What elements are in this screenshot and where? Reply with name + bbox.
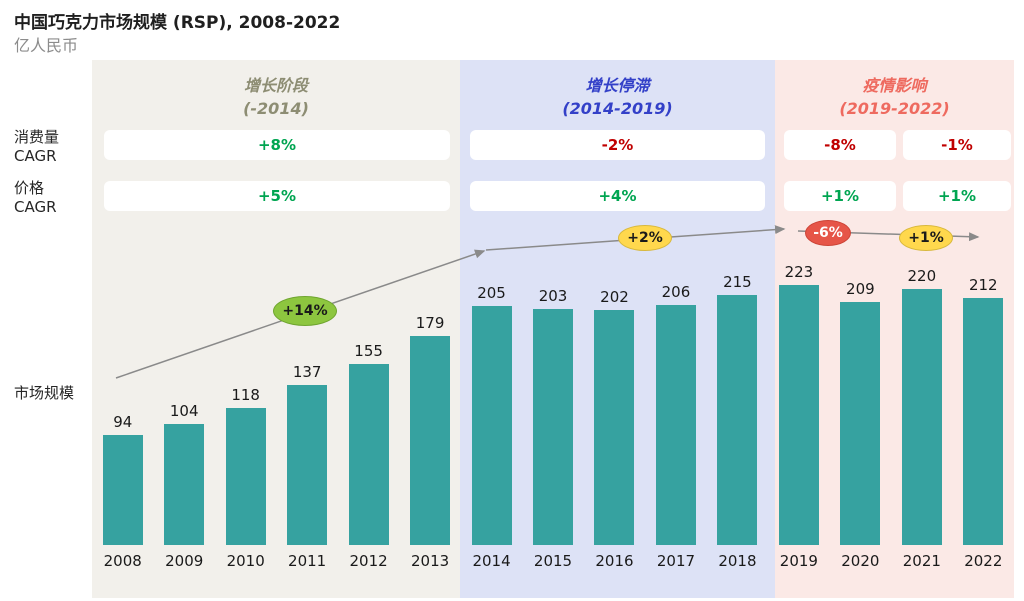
row-label-price-cagr: 价格 CAGR (14, 179, 57, 217)
bar-2015 (533, 309, 574, 545)
bar-column-2014: 205 (461, 284, 522, 545)
phase-head-growth: 增长阶段 (-2014) (92, 74, 460, 120)
trend-badge-1: +14% (273, 296, 337, 326)
x-tick-2021: 2021 (902, 552, 941, 570)
bar-2021 (901, 289, 942, 545)
cagr-value-consumption-1: +8% (104, 130, 450, 160)
bar-2019 (778, 285, 819, 545)
phase-head-pandemic: 疫情影响 (2019-2022) (775, 74, 1014, 120)
bar-value-2022: 212 (968, 276, 998, 294)
bar-2022 (963, 298, 1004, 545)
x-tick-2020: 2020 (841, 552, 880, 570)
x-tick-2018: 2018 (718, 552, 757, 570)
bar-value-2016: 202 (600, 288, 629, 306)
bar-column-2011: 137 (276, 363, 337, 545)
bar-2018 (717, 295, 758, 545)
bar-value-2009: 104 (169, 402, 199, 420)
bar-2010 (225, 408, 266, 545)
x-tick-2014: 2014 (472, 552, 511, 570)
x-tick-2013: 2013 (410, 552, 450, 570)
cagr-value-price-4: +1% (903, 181, 1011, 211)
trend-badge-4: +1% (899, 225, 953, 251)
x-tick-2011: 2011 (288, 552, 327, 570)
bar-column-2022: 212 (953, 276, 1014, 545)
x-tick-2015: 2015 (533, 552, 573, 570)
trend-badge-2: +2% (618, 225, 672, 251)
phase-growth-range: (-2014) (243, 99, 309, 118)
bar-column-2013: 179 (399, 314, 460, 545)
bar-value-2015: 203 (538, 287, 568, 305)
bar-value-2021: 220 (907, 267, 937, 285)
phase-growth-name: 增长阶段 (243, 76, 308, 95)
x-tick-2022: 2022 (964, 552, 1003, 570)
bars-area: 94 104 118 137 155 179 205 203 202 206 215 223 209 22… (92, 263, 1014, 545)
trend-badge-3: -6% (805, 220, 851, 246)
bar-column-2021: 220 (891, 267, 952, 545)
cagr-value-consumption-3: -8% (784, 130, 896, 160)
cagr-value-consumption-4: -1% (903, 130, 1011, 160)
chart-title: 中国巧克力市场规模 (RSP), 2008-2022 (14, 13, 341, 33)
x-tick-2016: 2016 (595, 552, 634, 570)
bar-column-2010: 118 (215, 386, 276, 545)
cagr-value-price-1: +5% (104, 181, 450, 211)
bar-2017 (655, 305, 696, 545)
bar-column-2019: 223 (768, 263, 829, 545)
x-tick-2009: 2009 (165, 552, 204, 570)
bar-column-2016: 202 (584, 288, 645, 545)
bar-column-2018: 215 (707, 273, 768, 545)
bar-column-2020: 209 (830, 280, 891, 545)
bar-value-2010: 118 (231, 386, 260, 404)
row-label-price-line2: CAGR (14, 198, 57, 216)
bar-value-2012: 155 (354, 342, 383, 360)
bar-column-2012: 155 (338, 342, 399, 545)
bar-column-2009: 104 (153, 402, 214, 545)
cagr-value-price-2: +4% (470, 181, 765, 211)
x-tick-2008: 2008 (103, 552, 142, 570)
bar-value-2017: 206 (661, 283, 691, 301)
x-tick-2012: 2012 (349, 552, 388, 570)
bar-value-2020: 209 (846, 280, 875, 298)
bar-2016 (594, 310, 635, 545)
bar-column-2017: 206 (645, 283, 706, 545)
bar-column-2015: 203 (522, 287, 583, 545)
x-tick-2019: 2019 (779, 552, 818, 570)
bar-2013 (410, 336, 451, 545)
bar-value-2018: 215 (723, 273, 752, 291)
row-label-consumption-cagr: 消费量 CAGR (14, 128, 59, 166)
x-axis-labels: 2008 2009 2010 2011 2012 2013 2014 2015 2016 2017… (92, 552, 1014, 570)
row-label-market-size: 市场规模 (14, 384, 75, 402)
phase-stagnation-range: (2014-2019) (562, 99, 673, 118)
bar-2011 (287, 385, 328, 545)
cagr-value-consumption-2: -2% (470, 130, 765, 160)
phase-stagnation-name: 增长停滞 (585, 76, 650, 95)
phase-pandemic-range: (2019-2022) (839, 99, 950, 118)
bar-column-2008: 94 (92, 413, 153, 545)
x-tick-2010: 2010 (226, 552, 265, 570)
cagr-value-price-3: +1% (784, 181, 896, 211)
bar-2009 (164, 424, 205, 545)
bar-2012 (348, 364, 389, 545)
bar-value-2013: 179 (415, 314, 445, 332)
bar-value-2019: 223 (784, 263, 814, 281)
row-label-price-line1: 价格 (14, 179, 45, 197)
bar-value-2008: 94 (113, 413, 133, 431)
x-tick-2017: 2017 (656, 552, 696, 570)
row-label-consumption-line2: CAGR (14, 147, 57, 165)
bar-2020 (840, 302, 881, 545)
bar-2008 (102, 435, 143, 545)
phase-head-stagnation: 增长停滞 (2014-2019) (460, 74, 775, 120)
phase-pandemic-name: 疫情影响 (862, 76, 927, 95)
row-label-consumption-line1: 消费量 (14, 128, 60, 146)
bar-2014 (471, 306, 512, 545)
bar-value-2011: 137 (292, 363, 322, 381)
chart-unit-label: 亿人民币 (14, 36, 79, 55)
bar-value-2014: 205 (477, 284, 506, 302)
